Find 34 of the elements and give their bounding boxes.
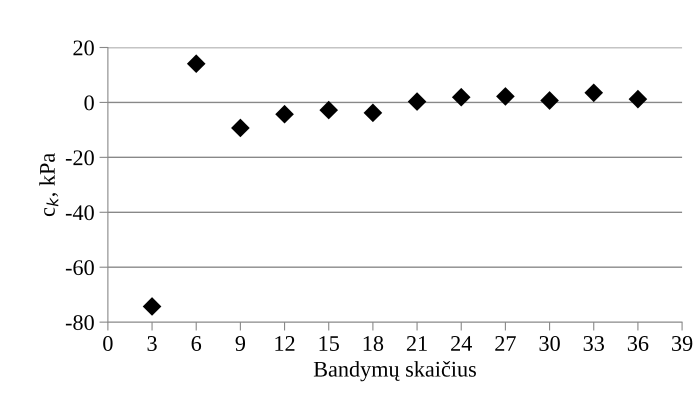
x-tick-label: 15	[320, 336, 339, 351]
point	[408, 92, 426, 111]
point	[496, 87, 515, 106]
x-tick-label: 3	[148, 336, 157, 351]
x-tick-label: 24	[451, 336, 472, 351]
x-tick-label: 33	[584, 336, 604, 351]
y-tick-label: 0	[84, 95, 94, 110]
point	[275, 104, 294, 124]
x-tick-label: 9	[236, 336, 246, 351]
x-tick-label: 27	[495, 336, 516, 351]
x-tick-label: 18	[364, 336, 384, 351]
point	[452, 88, 471, 107]
y-tick-label: -20	[66, 150, 94, 166]
y-tick-label: -60	[66, 260, 94, 276]
x-tick-label: 12	[275, 336, 294, 351]
point	[231, 118, 250, 138]
y-axis-title: c$_{k}$, kPa	[39, 153, 58, 216]
point	[142, 297, 162, 316]
point	[584, 83, 604, 102]
x-tick-label: 21	[406, 336, 427, 351]
point	[364, 104, 382, 122]
point	[628, 90, 648, 108]
y-tick-label: 20	[73, 40, 94, 56]
point	[540, 91, 559, 110]
x-tick-label: 30	[540, 336, 560, 351]
point	[186, 54, 206, 74]
y-tick-label: -80	[66, 315, 94, 330]
point	[319, 100, 338, 120]
x-tick-label: 39	[672, 336, 692, 351]
y-tick-label: -40	[66, 205, 94, 220]
x-tick-label: 36	[628, 336, 648, 351]
x-tick-label: 0	[103, 336, 113, 351]
x-tick-label: 6	[192, 336, 202, 351]
x-axis-title: Bandymų skaičius	[314, 361, 476, 382]
